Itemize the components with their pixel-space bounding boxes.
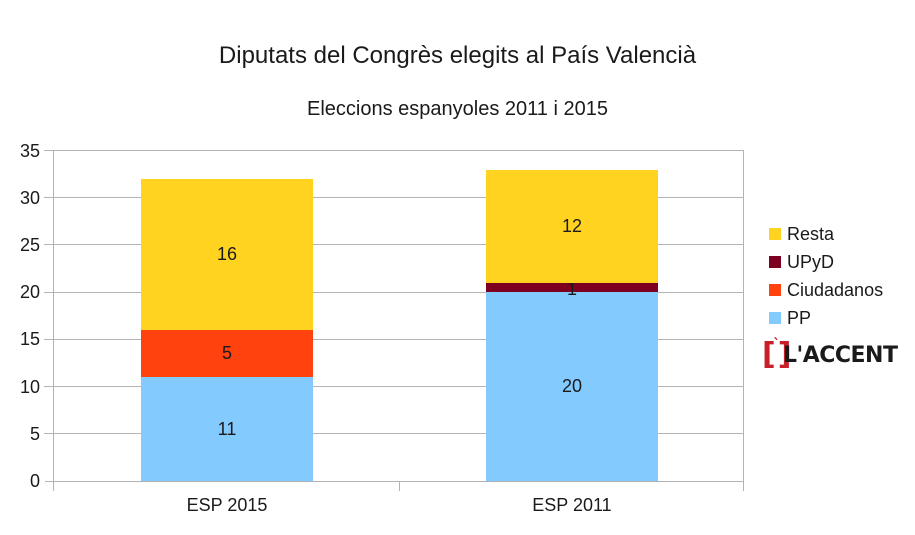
logo-bracket-right: ]	[777, 337, 792, 372]
legend-label: PP	[787, 307, 812, 328]
data-label: 12	[561, 216, 583, 236]
y-tick-label: 15	[19, 329, 40, 349]
x-tick-label: ESP 2011	[532, 495, 612, 515]
legend-item-upyd: UPyD	[769, 248, 883, 276]
swatch-icon	[769, 312, 781, 324]
x-tick-mark	[743, 481, 744, 491]
data-label: 20	[561, 376, 583, 396]
bar-esp2015-pp: 11	[141, 377, 313, 481]
bar-esp2015-resta: 16	[141, 179, 313, 330]
data-label: 16	[216, 244, 238, 264]
y-tick-label: 35	[19, 141, 40, 161]
y-tick-label: 0	[29, 471, 40, 491]
legend: Resta UPyD Ciudadanos PP	[769, 220, 883, 332]
swatch-icon	[769, 228, 781, 240]
logo-bracket-left: [	[762, 337, 776, 372]
swatch-icon	[769, 256, 781, 268]
gridline-15	[44, 339, 744, 340]
legend-item-resta: Resta	[769, 220, 883, 248]
chart-subtitle: Eleccions espanyoles 2011 i 2015	[307, 98, 608, 120]
bar-esp2011-upyd: 1	[486, 279, 658, 299]
bar-esp2011-pp: 20	[486, 292, 658, 481]
gridline-25	[44, 244, 744, 245]
laccent-logo: [ ` ] L'ACCENT	[762, 337, 898, 372]
y-tick-label: 25	[19, 235, 40, 255]
bar-esp2011-resta: 12	[486, 170, 658, 283]
gridline-10	[44, 386, 744, 387]
legend-label: Resta	[787, 223, 835, 244]
legend-item-pp: PP	[769, 304, 883, 332]
y-tick-label: 20	[19, 282, 40, 302]
x-tick-label: ESP 2015	[186, 495, 268, 515]
y-tick-label: 10	[19, 377, 40, 397]
x-tick-mark	[399, 481, 400, 491]
logo-grave: `	[773, 337, 780, 353]
bar-esp2015-ciudadanos: 5	[141, 330, 313, 377]
x-axis	[45, 481, 744, 482]
y-tick-label: 5	[29, 424, 40, 444]
logo-text: L'ACCENT	[782, 342, 898, 368]
swatch-icon	[769, 284, 781, 296]
data-label: 5	[221, 343, 232, 363]
y-tick-label: 30	[19, 188, 40, 208]
legend-label: Ciudadanos	[787, 279, 884, 300]
gridline-20	[44, 292, 744, 293]
plot-area	[53, 150, 744, 481]
legend-item-ciudadanos: Ciudadanos	[769, 276, 883, 304]
data-label: 1	[566, 279, 577, 299]
chart-title: Diputats del Congrès elegits al País Val…	[218, 42, 697, 69]
legend-label: UPyD	[787, 251, 835, 272]
gridline-5	[44, 433, 744, 434]
gridline-30	[44, 197, 744, 198]
data-label: 11	[217, 418, 237, 439]
x-tick-mark	[53, 481, 54, 491]
